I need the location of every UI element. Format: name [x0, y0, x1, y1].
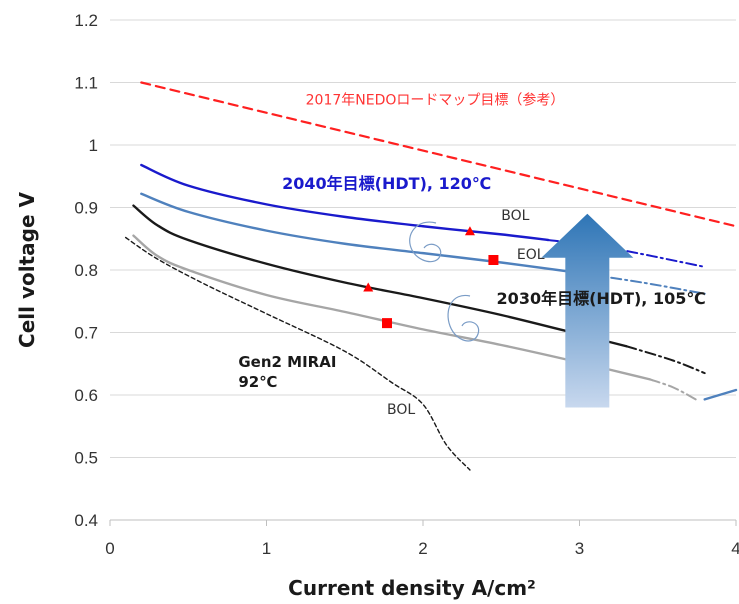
- annotation-eol: EOL: [517, 247, 545, 263]
- x-tick-label-2: 2: [418, 539, 427, 558]
- series-group: [124, 81, 738, 471]
- y-tick-label-1: 0.5: [74, 449, 98, 468]
- y-axis-title: Cell voltage V: [15, 192, 39, 348]
- marker-group: [363, 226, 499, 329]
- series-line-5: [132, 204, 628, 348]
- annotation-t2030: 2030年目標(HDT), 105℃: [497, 289, 706, 308]
- annotation-gen2b: 92℃: [238, 373, 277, 391]
- x-tick-label-1: 1: [262, 539, 271, 558]
- series-line-7: [132, 234, 652, 381]
- annotation-t2040: 2040年目標(HDT), 120℃: [282, 174, 491, 193]
- y-tick-label-8: 1.2: [74, 11, 98, 30]
- series-line-9: [703, 388, 738, 401]
- marker-triangle-2: [363, 282, 374, 292]
- series-line-8: [648, 378, 698, 401]
- annotation-nedo: 2017年NEDOロードマップ目標（参考）: [306, 91, 565, 108]
- bracket-group: [409, 221, 480, 342]
- annotation-bol1: BOL: [501, 208, 529, 224]
- marker-square-1: [488, 255, 499, 265]
- marker-triangle-0: [464, 226, 475, 236]
- series-line-3: [140, 192, 573, 274]
- series-line-10: [124, 236, 471, 471]
- y-tick-label-4: 0.8: [74, 261, 98, 280]
- gridlines: [110, 19, 736, 521]
- bracket-curl-2030: [447, 294, 480, 342]
- y-tick-label-0: 0.4: [74, 511, 98, 530]
- annotation-group: 2017年NEDOロードマップ目標（参考） 2040年目標(HDT), 120℃ B…: [238, 91, 705, 417]
- y-tick-label-7: 1.1: [74, 74, 98, 93]
- x-tick-label-3: 3: [575, 539, 584, 558]
- x-axis-title: Current density A/cm²: [288, 576, 536, 600]
- y-tick-label-6: 1: [89, 136, 98, 155]
- y-tick-label-3: 0.7: [74, 324, 98, 343]
- series-line-1: [140, 163, 550, 242]
- annotation-bol2: BOL: [387, 402, 415, 418]
- tick-label-group: 0.4 0.5 0.6 0.7 0.8 0.9 1 1.1 1.2 0 1 2 3 4: [74, 11, 739, 558]
- x-tick-label-0: 0: [105, 539, 114, 558]
- arrow-group: [541, 213, 634, 408]
- improvement-arrow: [541, 213, 634, 408]
- marker-square-3: [382, 318, 393, 329]
- axes: [109, 519, 737, 526]
- y-tick-label-2: 0.6: [74, 386, 98, 405]
- x-tick-label-4: 4: [731, 539, 739, 558]
- series-line-0: [140, 81, 738, 228]
- annotation-gen2a: Gen2 MIRAI: [238, 353, 336, 371]
- y-tick-label-5: 0.9: [74, 199, 98, 218]
- series-line-6: [625, 345, 706, 375]
- bracket-curl-2040: [409, 221, 442, 263]
